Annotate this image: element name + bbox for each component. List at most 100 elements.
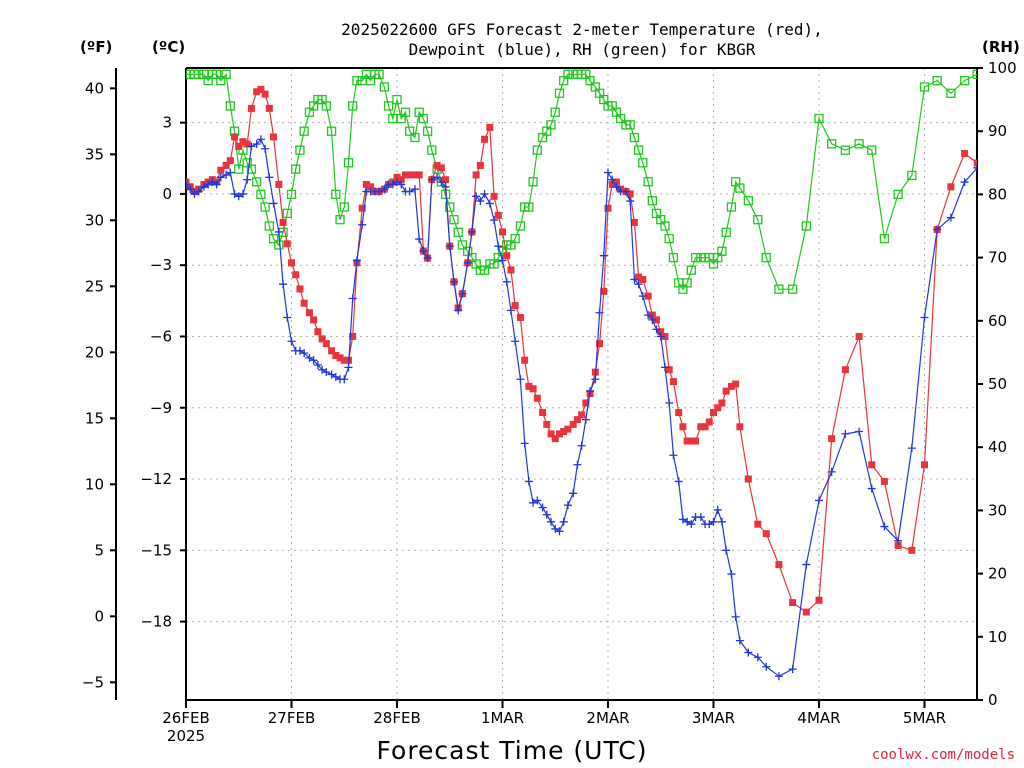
rh-point-62 bbox=[453, 227, 463, 237]
celsius-unit-label: (ºC) bbox=[152, 38, 185, 56]
temperature-point-21 bbox=[275, 180, 283, 188]
dewpoint-point-29 bbox=[309, 356, 318, 365]
rh-point-127 bbox=[743, 196, 753, 206]
rh-tick-label-0: 100 bbox=[988, 59, 1017, 77]
dewpoint-point-117 bbox=[696, 513, 705, 522]
dewpoint-point-104 bbox=[638, 292, 647, 301]
rh-point-111 bbox=[668, 252, 679, 263]
dewpoint-point-38 bbox=[348, 294, 357, 303]
rh-tick-label-5: 50 bbox=[988, 375, 1007, 393]
rh-point-92 bbox=[585, 75, 595, 86]
temperature-point-34 bbox=[332, 351, 340, 359]
rh-point-110 bbox=[664, 233, 674, 244]
temperature-point-118 bbox=[701, 423, 709, 431]
dewpoint-point-21 bbox=[274, 227, 283, 236]
rh-point-79 bbox=[528, 177, 538, 187]
rh-point-26 bbox=[295, 145, 305, 155]
x-tick-label-6: 4MAR bbox=[797, 709, 840, 727]
rh-point-116 bbox=[690, 252, 701, 263]
temperature-point-126 bbox=[736, 423, 744, 431]
dewpoint-point-94 bbox=[595, 308, 604, 317]
dewpoint-point-15 bbox=[247, 142, 256, 151]
chart-title-line1: 2025022600 GFS Forecast 2-meter Temperat… bbox=[341, 20, 823, 39]
temperature-point-9 bbox=[222, 161, 230, 169]
rh-point-19 bbox=[264, 221, 274, 231]
temperature-point-80 bbox=[533, 394, 541, 402]
celsius-tick-label-2: −3 bbox=[150, 256, 172, 274]
temperature-point-138 bbox=[880, 477, 888, 485]
rh-point-48 bbox=[392, 94, 402, 105]
dewpoint-point-108 bbox=[656, 332, 665, 341]
temperature-point-122 bbox=[718, 399, 726, 407]
temperature-point-81 bbox=[539, 409, 547, 417]
temperature-point-94 bbox=[596, 340, 604, 348]
temperature-point-72 bbox=[499, 228, 506, 236]
dewpoint-point-69 bbox=[485, 199, 494, 208]
dewpoint-point-121 bbox=[713, 505, 722, 514]
rh-point-87 bbox=[563, 69, 573, 79]
rh-point-45 bbox=[379, 82, 389, 92]
celsius-tick-label-7: −18 bbox=[140, 613, 172, 631]
dewpoint-point-70 bbox=[490, 216, 499, 225]
temperature-point-38 bbox=[349, 332, 357, 340]
rh-point-18 bbox=[260, 202, 270, 212]
temperature-point-116 bbox=[692, 437, 700, 445]
dewpoint-point-147 bbox=[1000, 275, 1008, 283]
dewpoint-point-109 bbox=[660, 363, 669, 372]
dewpoint-point-120 bbox=[709, 517, 718, 526]
rh-point-78 bbox=[524, 202, 534, 212]
temperature-point-98 bbox=[612, 178, 620, 186]
temperature-point-15 bbox=[247, 104, 255, 112]
temperature-point-95 bbox=[600, 287, 608, 295]
rh-point-104 bbox=[638, 158, 648, 168]
temperature-point-70 bbox=[490, 192, 498, 200]
temperature-point-83 bbox=[547, 430, 555, 438]
dewpoint-line bbox=[186, 138, 977, 677]
dewpoint-point-143 bbox=[946, 213, 955, 222]
dewpoint-point-119 bbox=[705, 520, 714, 529]
rh-tick-label-1: 90 bbox=[988, 122, 1007, 140]
rh-point-23 bbox=[282, 208, 292, 219]
dewpoint-point-71 bbox=[494, 242, 503, 251]
x-tick-label-4: 2MAR bbox=[586, 709, 629, 727]
temperature-point-22 bbox=[279, 218, 287, 226]
temperature-point-87 bbox=[564, 425, 572, 433]
dewpoint-point-67 bbox=[476, 197, 485, 206]
rh-point-132 bbox=[801, 221, 811, 231]
dewpoint-point-84 bbox=[551, 524, 560, 533]
temperature-point-113 bbox=[679, 423, 687, 431]
celsius-tick-label-4: −9 bbox=[150, 399, 172, 417]
dewpoint-point-74 bbox=[506, 306, 515, 315]
temperature-point-127 bbox=[744, 475, 752, 483]
temperature-point-130 bbox=[775, 561, 783, 569]
rh-point-44 bbox=[374, 69, 384, 79]
rh-point-12 bbox=[234, 164, 244, 174]
rh-point-145 bbox=[972, 69, 977, 79]
dewpoint-point-49 bbox=[397, 180, 406, 189]
rh-point-101 bbox=[625, 120, 635, 130]
rh-point-144 bbox=[959, 75, 970, 86]
dewpoint-point-113 bbox=[678, 515, 687, 524]
dewpoint-point-87 bbox=[563, 501, 572, 510]
temperature-point-42 bbox=[367, 183, 375, 191]
dewpoint-point-14 bbox=[243, 175, 252, 184]
dewpoint-point-103 bbox=[634, 280, 643, 289]
rh-point-126 bbox=[735, 183, 745, 193]
rh-point-60 bbox=[445, 202, 455, 212]
rh-point-20 bbox=[268, 233, 279, 244]
temperature-point-41 bbox=[362, 180, 370, 188]
rh-point-124 bbox=[726, 202, 737, 212]
temperature-point-133 bbox=[815, 596, 823, 604]
temperature-point-114 bbox=[683, 437, 691, 445]
temperature-point-141 bbox=[921, 461, 928, 469]
dewpoint-point-31 bbox=[318, 365, 327, 374]
temperature-point-131 bbox=[789, 599, 797, 607]
grid-lines bbox=[185, 68, 977, 700]
temperature-point-108 bbox=[657, 328, 665, 336]
dewpoint-point-124 bbox=[727, 570, 736, 579]
credit-text[interactable]: coolwx.com/models bbox=[872, 747, 1015, 763]
rh-point-80 bbox=[532, 145, 542, 155]
dewpoint-point-51 bbox=[405, 187, 414, 196]
temperature-point-121 bbox=[714, 404, 722, 412]
